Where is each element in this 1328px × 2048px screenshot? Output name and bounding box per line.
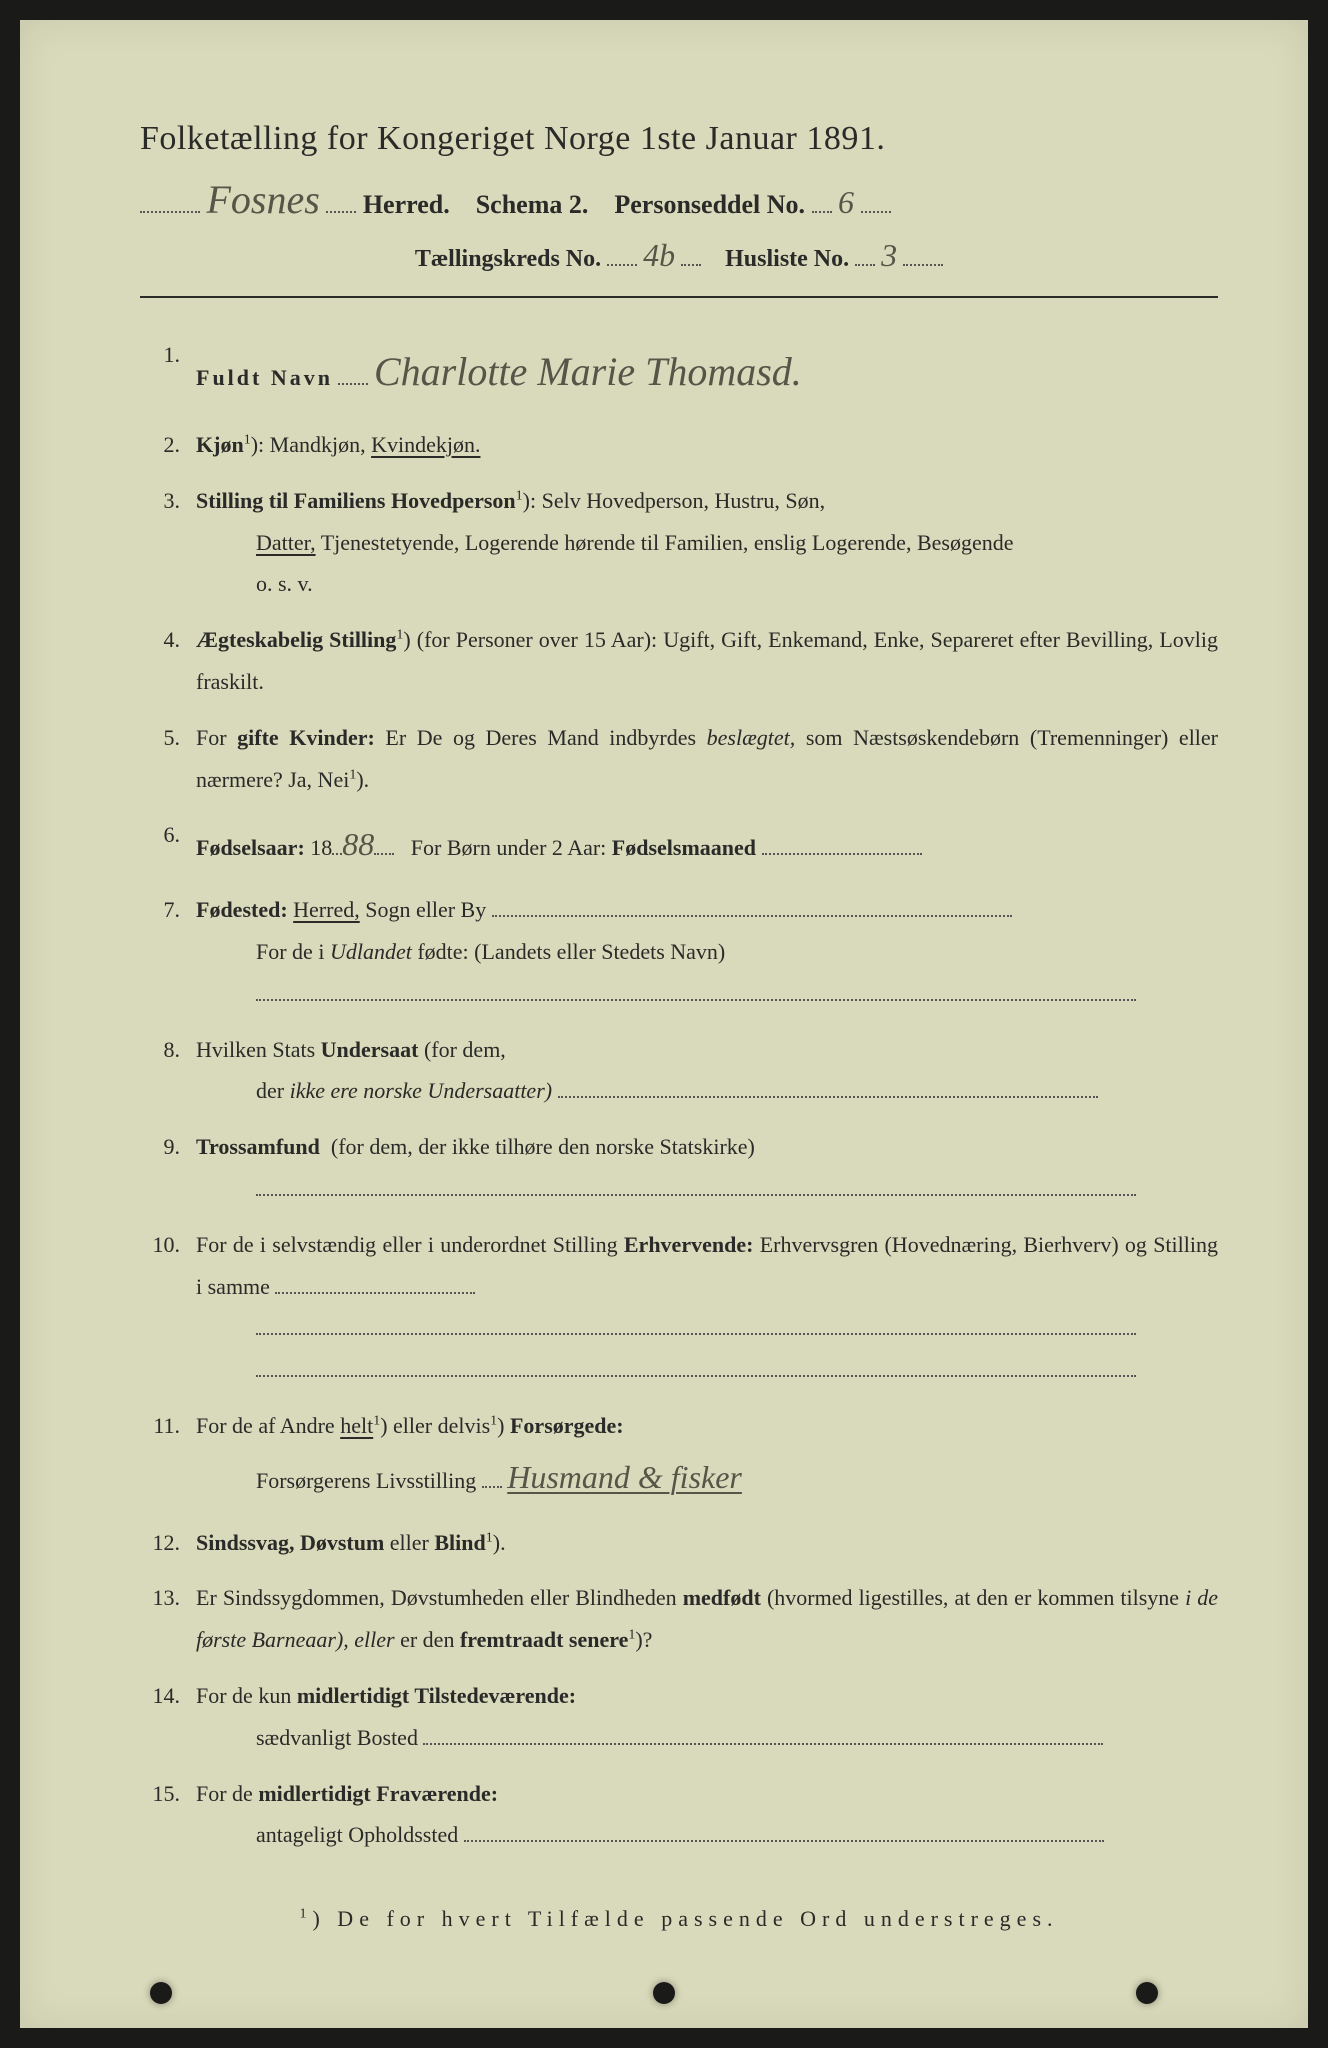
punch-hole bbox=[1136, 1982, 1158, 2004]
entry-num: 5. bbox=[140, 717, 196, 759]
entry-num: 1. bbox=[140, 334, 196, 376]
entry-body: Fuldt Navn Charlotte Marie Thomasd. bbox=[196, 334, 1218, 410]
entry-body: For de af Andre helt1) eller delvis1) Fo… bbox=[196, 1405, 1218, 1508]
label: Ægteskabelig Stilling bbox=[196, 627, 396, 652]
entry-num: 14. bbox=[140, 1675, 196, 1717]
label: Fuldt Navn bbox=[196, 365, 333, 390]
herred-value: Fosnes bbox=[207, 177, 320, 222]
subtitle-line-2: Tællingskreds No. 4b Husliste No. 3 bbox=[140, 237, 1218, 274]
entry-11: 11. For de af Andre helt1) eller delvis1… bbox=[140, 1405, 1218, 1508]
herred-label: Herred. bbox=[363, 190, 450, 219]
entry-body: Stilling til Familiens Hovedperson1): Se… bbox=[196, 480, 1218, 605]
entry-body: Sindssvag, Døvstum eller Blind1). bbox=[196, 1522, 1218, 1564]
label: gifte Kvinder: bbox=[237, 725, 375, 750]
entry-7: 7. Fødested: Herred, Sogn eller By For d… bbox=[140, 889, 1218, 1014]
divider bbox=[140, 296, 1218, 298]
kreds-no: 4b bbox=[643, 237, 675, 273]
entry-15: 15. For de midlertidigt Fraværende: anta… bbox=[140, 1773, 1218, 1857]
dots bbox=[326, 211, 356, 213]
entry-body: For de i selvstændig eller i underordnet… bbox=[196, 1224, 1218, 1391]
dots bbox=[607, 264, 637, 266]
census-form-page: Folketælling for Kongeriget Norge 1ste J… bbox=[20, 20, 1308, 2028]
dots bbox=[681, 264, 701, 266]
label: Fødselsaar: bbox=[196, 835, 305, 860]
dots bbox=[855, 264, 875, 266]
punch-hole bbox=[150, 1982, 172, 2004]
person-label: Personseddel No. bbox=[614, 190, 805, 219]
entry-12: 12. Sindssvag, Døvstum eller Blind1). bbox=[140, 1522, 1218, 1564]
birth-year: 88 bbox=[342, 826, 374, 862]
entry-body: Ægteskabelig Stilling1) (for Personer ov… bbox=[196, 619, 1218, 703]
entry-4: 4. Ægteskabelig Stilling1) (for Personer… bbox=[140, 619, 1218, 703]
kreds-label: Tællingskreds No. bbox=[415, 246, 601, 272]
entry-9: 9. Trossamfund (for dem, der ikke tilhør… bbox=[140, 1126, 1218, 1210]
dots bbox=[903, 264, 943, 266]
punch-hole bbox=[653, 1982, 675, 2004]
entry-body: For de kun midlertidigt Tilstedeværende:… bbox=[196, 1675, 1218, 1759]
subtitle-line-1: Fosnes Herred. Schema 2. Personseddel No… bbox=[140, 176, 1218, 223]
entry-body: Fødested: Herred, Sogn eller By For de i… bbox=[196, 889, 1218, 1014]
label: Fødested: bbox=[196, 897, 288, 922]
selected-herred: Herred, bbox=[293, 897, 360, 922]
entry-num: 13. bbox=[140, 1577, 196, 1619]
selected-kvindekjon: Kvindekjøn. bbox=[371, 432, 480, 457]
entry-body: For de midlertidigt Fraværende: antageli… bbox=[196, 1773, 1218, 1857]
selected-datter: Datter, bbox=[256, 530, 316, 555]
entry-body: Er Sindssygdommen, Døvstumheden eller Bl… bbox=[196, 1577, 1218, 1661]
entry-8: 8. Hvilken Stats Undersaat (for dem, der… bbox=[140, 1029, 1218, 1113]
entry-body: Kjøn1): Mandkjøn, Kvindekjøn. bbox=[196, 424, 1218, 466]
entry-num: 15. bbox=[140, 1773, 196, 1815]
entry-body: For gifte Kvinder: Er De og Deres Mand i… bbox=[196, 717, 1218, 801]
entry-num: 4. bbox=[140, 619, 196, 661]
entry-num: 3. bbox=[140, 480, 196, 522]
entry-num: 6. bbox=[140, 814, 196, 856]
entry-body: Trossamfund (for dem, der ikke tilhøre d… bbox=[196, 1126, 1218, 1210]
entry-6: 6. Fødselsaar: 1888 For Børn under 2 Aar… bbox=[140, 814, 1218, 875]
husliste-no: 3 bbox=[881, 237, 897, 273]
person-no: 6 bbox=[838, 184, 854, 220]
entry-2: 2. Kjøn1): Mandkjøn, Kvindekjøn. bbox=[140, 424, 1218, 466]
main-title: Folketælling for Kongeriget Norge 1ste J… bbox=[140, 120, 1218, 158]
entry-body: Fødselsaar: 1888 For Børn under 2 Aar: F… bbox=[196, 814, 1218, 875]
entry-body: Hvilken Stats Undersaat (for dem, der ik… bbox=[196, 1029, 1218, 1113]
dots bbox=[812, 211, 832, 213]
entry-5: 5. For gifte Kvinder: Er De og Deres Man… bbox=[140, 717, 1218, 801]
entry-num: 10. bbox=[140, 1224, 196, 1266]
footnote: 1) De for hvert Tilfælde passende Ord un… bbox=[140, 1906, 1218, 1932]
label: Stilling til Familiens Hovedperson bbox=[196, 488, 516, 513]
entry-num: 12. bbox=[140, 1522, 196, 1564]
entry-13: 13. Er Sindssygdommen, Døvstumheden elle… bbox=[140, 1577, 1218, 1661]
name-value: Charlotte Marie Thomasd. bbox=[374, 349, 802, 394]
entry-num: 7. bbox=[140, 889, 196, 931]
dots bbox=[861, 211, 891, 213]
label: Trossamfund bbox=[196, 1134, 320, 1159]
husliste-label: Husliste No. bbox=[725, 246, 849, 272]
dots bbox=[140, 211, 200, 213]
entry-1: 1. Fuldt Navn Charlotte Marie Thomasd. bbox=[140, 334, 1218, 410]
entry-3: 3. Stilling til Familiens Hovedperson1):… bbox=[140, 480, 1218, 605]
schema-label: Schema 2. bbox=[476, 190, 589, 219]
entry-num: 8. bbox=[140, 1029, 196, 1071]
entry-num: 9. bbox=[140, 1126, 196, 1168]
entry-10: 10. For de i selvstændig eller i underor… bbox=[140, 1224, 1218, 1391]
entry-num: 2. bbox=[140, 424, 196, 466]
entry-num: 11. bbox=[140, 1405, 196, 1447]
provider-occupation: Husmand & fisker bbox=[507, 1459, 742, 1495]
label: Kjøn bbox=[196, 432, 244, 457]
entry-14: 14. For de kun midlertidigt Tilstedevære… bbox=[140, 1675, 1218, 1759]
